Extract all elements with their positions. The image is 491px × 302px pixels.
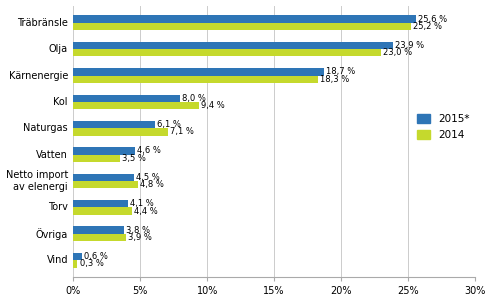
Text: 0,3 %: 0,3 % [80,259,104,268]
Bar [74,226,124,234]
Text: 4,5 %: 4,5 % [136,173,160,182]
Text: 25,2 %: 25,2 % [412,22,441,31]
Bar [74,155,120,162]
Text: 23,0 %: 23,0 % [383,48,412,57]
Text: 8,0 %: 8,0 % [183,94,206,103]
Bar [74,23,410,30]
Text: 25,6 %: 25,6 % [418,14,447,24]
Text: 3,8 %: 3,8 % [126,226,150,235]
Bar [74,95,181,102]
Bar [74,102,199,109]
Text: 6,1 %: 6,1 % [157,120,181,129]
Legend: 2015*, 2014: 2015*, 2014 [417,114,469,140]
Bar [74,253,82,260]
Bar [74,76,318,83]
Text: 3,9 %: 3,9 % [128,233,152,242]
Bar [74,68,324,76]
Bar [74,260,78,268]
Bar [74,49,381,56]
Bar [74,15,416,23]
Text: 18,3 %: 18,3 % [320,75,350,84]
Bar [74,200,128,207]
Bar [74,147,135,155]
Text: 4,1 %: 4,1 % [130,199,154,208]
Text: 4,8 %: 4,8 % [140,180,164,189]
Text: 4,6 %: 4,6 % [137,146,161,156]
Text: 3,5 %: 3,5 % [122,154,146,163]
Text: 0,6 %: 0,6 % [83,252,108,261]
Text: 23,9 %: 23,9 % [395,41,424,50]
Bar [74,181,137,188]
Text: 4,4 %: 4,4 % [135,207,158,216]
Bar [74,234,126,241]
Bar [74,174,134,181]
Bar [74,121,155,128]
Bar [74,207,133,215]
Bar [74,42,393,49]
Bar [74,128,168,136]
Text: 7,1 %: 7,1 % [170,127,194,137]
Text: 18,7 %: 18,7 % [326,67,355,76]
Text: 9,4 %: 9,4 % [201,101,225,110]
